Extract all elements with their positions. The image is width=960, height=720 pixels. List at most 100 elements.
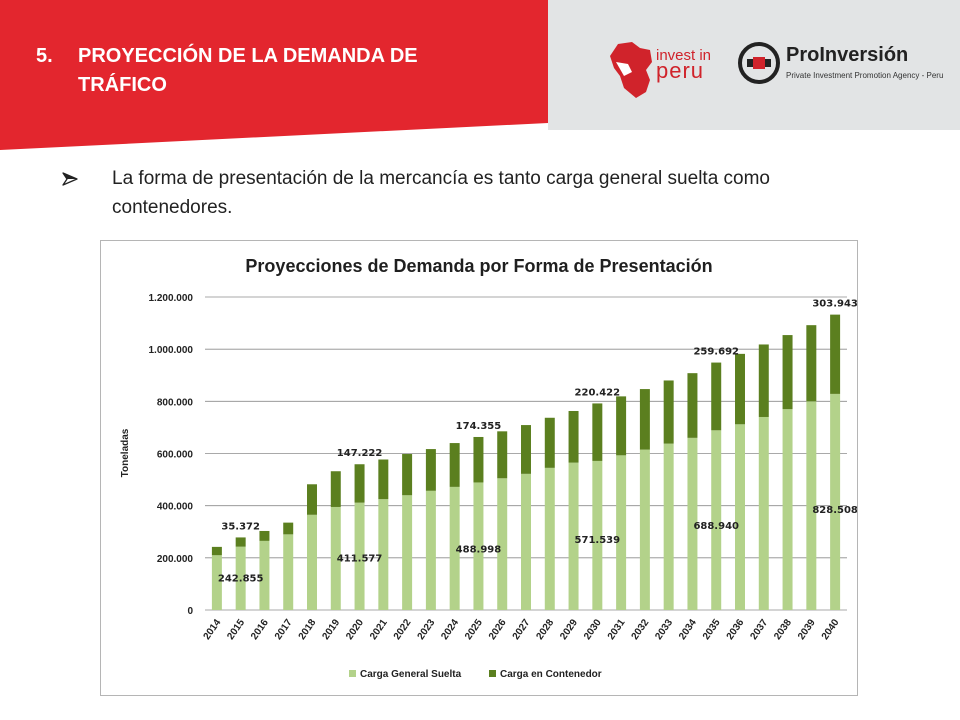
x-tick-label: 2022 [392, 617, 414, 642]
chart-legend: Carga General Suelta Carga en Contenedor [349, 669, 602, 680]
chart-title: Proyecciones de Demanda por Forma de Pre… [245, 256, 712, 276]
data-labels: 35.372 147.222 174.355 220.422 259.692 303.94… [218, 299, 857, 585]
x-tick-label: 2030 [582, 617, 604, 642]
header-banner [0, 0, 548, 150]
data-label: 147.222 [337, 448, 383, 459]
x-tick-label: 2017 [273, 617, 295, 642]
x-tick-label: 2025 [463, 617, 485, 642]
x-tick-label: 2020 [344, 617, 366, 642]
bar-carga-general [735, 424, 745, 610]
bar-carga-general [402, 495, 413, 610]
bar-carga-general [687, 437, 698, 610]
data-label: 688.940 [693, 521, 739, 532]
bar-carga-general [639, 449, 650, 610]
data-label: 35.372 [221, 521, 260, 532]
y-tick-label: 1.200.000 [149, 293, 194, 304]
bar-carga-general [259, 540, 270, 610]
x-tick-label: 2037 [748, 617, 770, 642]
peru-map-icon [610, 42, 652, 98]
x-tick-label: 2015 [225, 617, 247, 642]
invest-in-peru-logo: invest in peru [656, 48, 711, 83]
legend-swatch-carga-general [349, 670, 356, 677]
peru-text: peru [656, 58, 705, 83]
proinversion-subtitle: Private Investment Promotion Agency - Pe… [786, 71, 944, 80]
x-tick-label: 2021 [368, 617, 390, 642]
y-tick-label: 400.000 [157, 502, 194, 513]
bar-carga-contenedor [497, 431, 508, 479]
bar-carga-contenedor [758, 344, 769, 417]
bar-carga-general [521, 473, 531, 610]
data-label: 571.539 [575, 535, 621, 546]
bar-carga-general [235, 546, 246, 610]
bar-carga-general [711, 430, 722, 610]
bar-carga-general [473, 482, 484, 610]
x-tick-label: 2035 [701, 617, 723, 642]
bar-carga-contenedor [425, 449, 436, 491]
bullet-text: La forma de presentación de la mercancía… [112, 168, 770, 218]
bar-carga-contenedor [616, 396, 627, 456]
bar-carga-contenedor [473, 436, 484, 483]
bar-carga-contenedor [378, 459, 389, 500]
x-tick-label: 2027 [511, 617, 533, 642]
bar-carga-general [782, 409, 793, 610]
logo-area: invest in peru ProInversión Private Inve… [600, 34, 944, 104]
stacked-bar-chart: Proyecciones de Demanda por Forma de Pre… [120, 256, 857, 680]
title-line-1: PROYECCIÓN DE LA DEMANDA DE [78, 45, 418, 67]
bar-carga-general [425, 490, 436, 610]
chart-container: Proyecciones de Demanda por Forma de Pre… [100, 240, 858, 696]
y-tick-label: 800.000 [157, 397, 194, 408]
x-tick-label: 2039 [796, 617, 818, 642]
x-tick-label: 2026 [487, 617, 509, 642]
y-tick-label: 1.000.000 [149, 345, 194, 356]
bar-carga-contenedor [806, 325, 817, 402]
x-tick-label: 2018 [297, 617, 319, 642]
bar-carga-contenedor [402, 454, 413, 496]
bar-carga-contenedor [259, 530, 270, 541]
bar-carga-general [568, 462, 579, 610]
bar-carga-contenedor [735, 353, 745, 425]
bar-carga-contenedor [830, 314, 841, 394]
bar-carga-contenedor [592, 403, 603, 461]
bar-carga-general [283, 534, 294, 610]
x-tick-label: 2040 [820, 617, 842, 642]
x-tick-label: 2033 [653, 617, 675, 642]
bar-carga-contenedor [711, 362, 722, 431]
data-label: 828.508 [812, 505, 857, 516]
x-tick-label: 2023 [416, 617, 438, 642]
bar-carga-contenedor [544, 417, 555, 468]
x-tick-label: 2014 [202, 617, 224, 642]
data-label: 242.855 [218, 573, 264, 584]
bar-carga-general [592, 460, 603, 610]
x-tick-label: 2038 [772, 617, 794, 642]
legend-label-carga-contenedor: Carga en Contenedor [500, 669, 602, 680]
bar-carga-contenedor [330, 471, 341, 507]
bar-carga-general [378, 499, 389, 610]
title-line-2: TRÁFICO [78, 74, 167, 96]
bar-carga-general [211, 555, 222, 610]
bar-carga-general [806, 401, 817, 610]
x-axis-ticks: 2014 2015 2016 2017 2018 2019 2020 2021 2022 2023… [202, 617, 842, 642]
x-tick-label: 2036 [725, 617, 747, 642]
bar-carga-general [544, 467, 555, 610]
data-label: 411.577 [337, 554, 383, 565]
bar-carga-contenedor [354, 464, 365, 503]
bar-carga-general [497, 478, 508, 610]
slide-title: 5. PROYECCIÓN DE LA DEMANDA DE TRÁFICO [36, 42, 418, 100]
x-tick-label: 2034 [677, 617, 699, 642]
bar-carga-contenedor [211, 546, 222, 556]
legend-label-carga-general: Carga General Suelta [360, 669, 462, 680]
bar-carga-general [830, 393, 841, 610]
bar-carga-contenedor [235, 537, 246, 547]
bar-carga-contenedor [639, 389, 650, 450]
data-label: 259.692 [693, 347, 739, 358]
proinversion-name: ProInversión [786, 44, 909, 66]
bar-carga-contenedor [568, 410, 579, 463]
x-tick-label: 2032 [630, 617, 652, 642]
section-number: 5. [36, 45, 53, 67]
legend-swatch-carga-contenedor [489, 670, 496, 677]
y-tick-label: 0 [187, 606, 193, 617]
x-tick-label: 2016 [249, 617, 271, 642]
proinversion-emblem-icon [738, 42, 780, 84]
bar-carga-general [330, 506, 341, 610]
bar-carga-general [449, 486, 460, 610]
